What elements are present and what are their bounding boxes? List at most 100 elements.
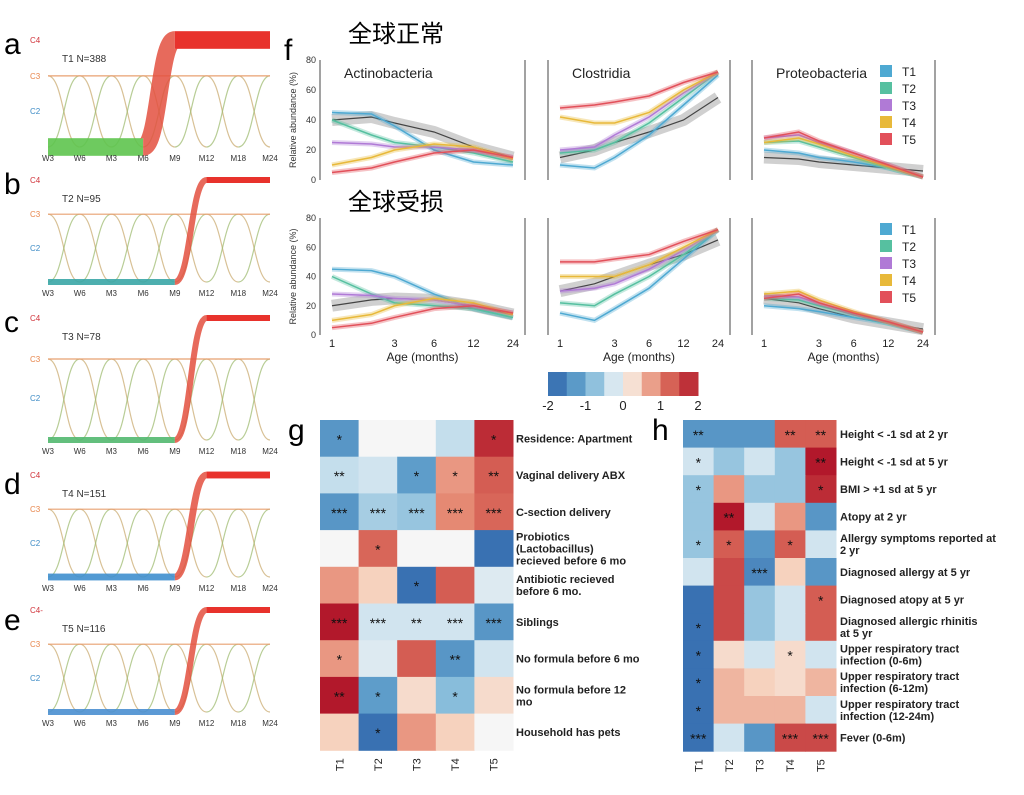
- heatmap-row-label-line: Allergy symptoms reported at: [840, 533, 996, 545]
- alluvial-rising-band: [173, 315, 209, 443]
- f-series-line-t4: [559, 71, 719, 124]
- colorbar-cell: [604, 372, 624, 396]
- heatmap-row: ** * * No formula before 12 mo: [320, 676, 626, 715]
- alluvial-c4-band: [206, 607, 270, 613]
- f-series-line-t2: [331, 275, 514, 319]
- heatmap-cell: [744, 447, 776, 476]
- heatmap-row: *** *** *** Fever (0-6m): [683, 723, 906, 752]
- heatmap-cell: [435, 603, 475, 641]
- alluvial-rising-band: [173, 177, 208, 285]
- heatmap-cell: [744, 420, 776, 449]
- alluvial-thread: [142, 358, 176, 441]
- alluvial-c4-band: [206, 177, 270, 183]
- heatmap-row-label-line: Antibiotic recieved: [516, 574, 614, 586]
- f-xtick: 6: [431, 338, 437, 350]
- alluvial-thread: [206, 75, 239, 148]
- f-legend-label: T4: [902, 116, 916, 130]
- alluvial-c4-band: [174, 31, 270, 49]
- significance-stars: **: [815, 427, 826, 443]
- significance-stars: ***: [813, 730, 830, 746]
- heatmap-cell: [358, 420, 398, 458]
- heatmap-cell: [320, 676, 360, 715]
- alluvial-xtick: W6: [74, 154, 87, 163]
- alluvial-thread: [238, 643, 271, 713]
- alluvial-title: T1 N=388: [62, 54, 107, 65]
- alluvial-ylabel: C2: [30, 244, 41, 253]
- heatmap-cell: [805, 420, 837, 449]
- heatmap-row-label-line: Fever (0-6m): [840, 732, 906, 744]
- heatmap-row: * Diagnosed allergic rhinitis at 5 yr: [683, 613, 978, 642]
- f-series-line-t4: [763, 137, 924, 178]
- heatmap-cell: [774, 640, 806, 669]
- alluvial-base-band: [48, 138, 144, 156]
- heatmap-cell: [683, 640, 715, 669]
- alluvial-xtick: M24: [262, 447, 278, 456]
- f-xtick: 1: [557, 338, 563, 350]
- alluvial-xtick: W3: [42, 289, 55, 298]
- f-ytick: 60: [306, 242, 316, 252]
- alluvial-xtick: M18: [231, 447, 247, 456]
- f-xtick: 1: [761, 338, 767, 350]
- heatmap-cell: [774, 723, 806, 752]
- heatmap-row-label: Upper respiratory tract infection (0-6m): [840, 644, 960, 668]
- alluvial-thread: [47, 75, 80, 148]
- heatmap-cell: [397, 493, 437, 531]
- alluvial-thread: [142, 213, 176, 283]
- heatmap-cell: [358, 530, 398, 568]
- alluvial-xtick: M6: [138, 447, 150, 456]
- f-series-line-t1: [559, 74, 719, 169]
- alluvial-rising-band: [173, 471, 209, 581]
- f-xtick: 24: [712, 338, 724, 350]
- heatmap-row-label: BMI > +1 sd at 5 yr: [840, 484, 937, 496]
- heatmap-cell: [435, 713, 475, 751]
- heatmap-row-label: C-section delivery: [516, 507, 612, 519]
- heatmap-cell: [713, 640, 745, 669]
- heatmap-cell: [435, 493, 475, 531]
- heatmap-row-label-line: Vaginal delivery ABX: [516, 470, 626, 482]
- heatmap-cell: [774, 502, 806, 531]
- heatmap-cell: [474, 530, 514, 568]
- alluvial-xtick: M9: [169, 154, 181, 163]
- f-series-line-t5: [763, 131, 924, 178]
- heatmap-row-label-line: No formula before 6 mo: [516, 654, 640, 666]
- heatmap-cell: [774, 668, 806, 697]
- alluvial-thread: [206, 643, 239, 713]
- alluvial-panels: C4 C3 C2 T1 N=388 W3 W6 M3 M6 M9 M12 M18 M24 C4 C3 C2 T…: [30, 31, 278, 728]
- significance-stars: ***: [447, 505, 464, 521]
- heatmap-cell: [744, 723, 776, 752]
- alluvial-xtick: M6: [138, 719, 150, 728]
- heatmap-row: *** *** *** *** *** C-section delivery: [320, 493, 612, 531]
- heatmap-row-label-line: at 5 yr: [840, 628, 873, 640]
- heatmap-cell: [744, 475, 776, 504]
- panel-letter-b: b: [4, 168, 21, 201]
- colorbar-tick: -2: [542, 398, 554, 413]
- heatmap-row-label-line: Residence: Apartment: [516, 433, 633, 445]
- heatmap-cell: [397, 713, 437, 751]
- heatmap-row-label: Diagnosed allergy at 5 yr: [840, 567, 971, 579]
- alluvial-thread: [79, 75, 112, 148]
- heatmap-cell: [320, 640, 360, 678]
- heatmap-row-label: Atopy at 2 yr: [840, 512, 907, 524]
- f-series-line-t4: [560, 229, 719, 278]
- heatmap-column-label: T5: [816, 759, 828, 772]
- significance-stars: *: [337, 652, 343, 668]
- heatmap-cell: [774, 530, 806, 559]
- heatmap-cell: [683, 475, 715, 504]
- heatmap-cell: [358, 603, 398, 641]
- alluvial-xtick: M3: [106, 154, 118, 163]
- heatmap-row-label-line: Siblings: [516, 617, 559, 629]
- significance-stars: **: [334, 468, 345, 484]
- alluvial-xtick: M9: [169, 447, 181, 456]
- f-xtick: 1: [329, 338, 335, 350]
- alluvial-c4-band: [206, 471, 270, 479]
- colorbar-cell: [679, 372, 699, 396]
- alluvial-xtick: W3: [42, 719, 55, 728]
- heatmap-cell: [683, 447, 715, 476]
- heatmap-row-label-line: (Lactobacillus): [516, 543, 594, 555]
- heatmap-cell: [397, 603, 437, 641]
- f-subplot-normal-2: Clostridia: [547, 60, 731, 180]
- heatmap-cell: [397, 566, 437, 604]
- heatmap-row: * * * Allergy symptoms reported at 2 yr: [683, 530, 996, 559]
- f-legend-swatch: [880, 291, 892, 303]
- alluvial-ylabel: C2: [30, 539, 41, 548]
